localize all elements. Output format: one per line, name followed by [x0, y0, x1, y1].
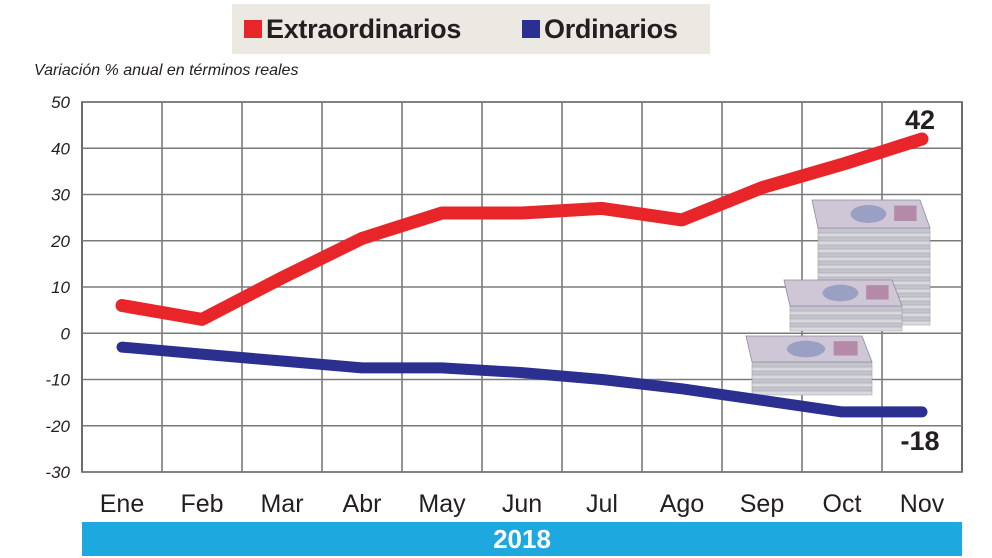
- y-tick-label: -30: [45, 463, 70, 482]
- x-tick-label: Mar: [260, 490, 303, 518]
- x-tick-label: Sep: [740, 490, 784, 518]
- x-tick-label: May: [418, 490, 466, 518]
- legend-item-extraordinarios: Extraordinarios: [244, 12, 461, 46]
- x-ticks: Ene Feb Mar Abr May Jun Jul Ago Sep Oct Nov: [100, 490, 945, 518]
- banknote-detail: [833, 341, 858, 356]
- end-label-ordinarios: -18: [900, 426, 939, 456]
- year-bar: 2018: [82, 522, 962, 556]
- legend: Extraordinarios Ordinarios: [232, 4, 710, 54]
- x-tick-label: Nov: [900, 490, 945, 518]
- series-lines: [115, 132, 929, 418]
- banknote-detail: [866, 285, 889, 300]
- x-tick-label: Oct: [823, 490, 862, 518]
- y-tick-label: 40: [51, 139, 70, 158]
- x-tick-label: Feb: [180, 490, 223, 518]
- banknote-edge: [751, 361, 873, 368]
- banknotes-illustration: [745, 199, 931, 396]
- banknote-stack: [745, 335, 873, 396]
- y-tick-label: 30: [51, 186, 70, 205]
- banknote-edge: [817, 227, 931, 234]
- series-line-ordinarios: [116, 341, 928, 418]
- x-tick-label: Ago: [660, 490, 704, 518]
- x-tick-label: Ene: [100, 490, 144, 518]
- x-tick-label: Abr: [343, 490, 382, 518]
- legend-item-ordinarios: Ordinarios: [522, 12, 678, 46]
- y-ticks: 50 40 30 20 10 0 -10 -20 -30: [45, 93, 70, 482]
- y-axis-label: Variación % anual en términos reales: [34, 62, 299, 79]
- y-tick-label: 50: [51, 93, 70, 112]
- banknote-detail: [894, 205, 917, 221]
- y-tick-label: 0: [61, 324, 71, 343]
- y-tick-label: 10: [51, 278, 70, 297]
- y-tick-label: 20: [50, 232, 70, 251]
- legend-swatch-ordinarios: [522, 20, 540, 38]
- y-tick-label: -10: [45, 371, 70, 390]
- banknote-portrait: [850, 205, 887, 223]
- banknote-portrait: [786, 340, 826, 358]
- legend-label-extraordinarios: Extraordinarios: [266, 13, 462, 44]
- x-tick-label: Jun: [502, 490, 542, 518]
- banknote-edge: [789, 305, 903, 312]
- legend-label-ordinarios: Ordinarios: [544, 13, 678, 44]
- legend-swatch-extraordinarios: [244, 20, 262, 38]
- end-label-extraordinarios: 42: [905, 105, 935, 135]
- x-tick-label: Jul: [586, 490, 618, 518]
- banknote-stack: [783, 279, 903, 332]
- banknote-portrait: [822, 284, 859, 302]
- y-tick-label: -20: [45, 417, 70, 436]
- end-labels: 42 -18: [900, 105, 939, 456]
